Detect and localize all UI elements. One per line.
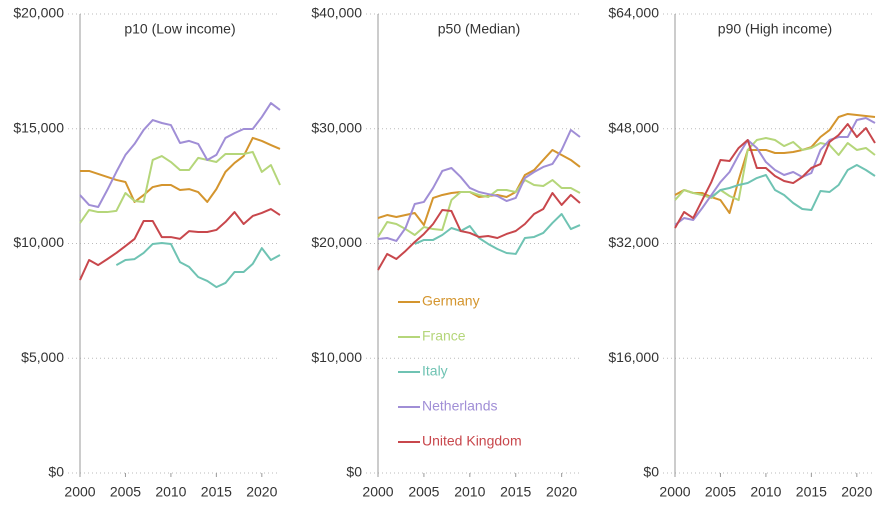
y-tick-label: $10,000 bbox=[311, 349, 362, 365]
y-tick-label: $48,000 bbox=[608, 119, 659, 135]
panel-title: p90 (High income) bbox=[718, 21, 832, 37]
series-line bbox=[377, 179, 581, 238]
x-tick-label: 2000 bbox=[659, 484, 690, 500]
series-line bbox=[674, 116, 876, 226]
legend-label: Germany bbox=[422, 293, 480, 309]
x-tick-label: 2000 bbox=[64, 484, 95, 500]
series-line bbox=[710, 164, 876, 212]
x-tick-label: 2020 bbox=[246, 484, 277, 500]
series-line bbox=[79, 102, 281, 209]
y-tick-label: $32,000 bbox=[608, 234, 659, 250]
series-line bbox=[377, 148, 581, 227]
panel-title: p50 (Median) bbox=[438, 21, 521, 37]
y-tick-label: $0 bbox=[643, 464, 659, 480]
y-tick-label: $30,000 bbox=[311, 119, 362, 135]
legend-label: France bbox=[422, 328, 466, 344]
x-tick-label: 2010 bbox=[155, 484, 186, 500]
series-line bbox=[674, 123, 876, 229]
y-tick-label: $0 bbox=[346, 464, 362, 480]
y-tick-label: $15,000 bbox=[13, 119, 64, 135]
panel-title: p10 (Low income) bbox=[124, 21, 235, 37]
y-tick-label: $20,000 bbox=[13, 5, 64, 21]
x-tick-label: 2020 bbox=[841, 484, 872, 500]
y-tick-label: $40,000 bbox=[311, 5, 362, 21]
y-tick-label: $20,000 bbox=[311, 234, 362, 250]
x-tick-label: 2015 bbox=[796, 484, 827, 500]
legend-label: Netherlands bbox=[422, 398, 498, 414]
legend-label: United Kingdom bbox=[422, 433, 522, 449]
x-tick-label: 2005 bbox=[408, 484, 439, 500]
series-line bbox=[115, 242, 281, 289]
y-tick-label: $16,000 bbox=[608, 349, 659, 365]
y-tick-label: $0 bbox=[48, 464, 64, 480]
series-line bbox=[79, 208, 281, 281]
x-tick-label: 2005 bbox=[705, 484, 736, 500]
y-tick-label: $64,000 bbox=[608, 5, 659, 21]
series-line bbox=[377, 129, 581, 242]
series-line bbox=[674, 112, 876, 215]
x-tick-label: 2000 bbox=[362, 484, 393, 500]
x-tick-label: 2015 bbox=[201, 484, 232, 500]
y-tick-label: $5,000 bbox=[21, 349, 64, 365]
series-line bbox=[377, 192, 581, 271]
x-tick-label: 2010 bbox=[454, 484, 485, 500]
x-tick-label: 2015 bbox=[500, 484, 531, 500]
x-tick-label: 2005 bbox=[110, 484, 141, 500]
series-line bbox=[79, 150, 281, 224]
x-tick-label: 2020 bbox=[546, 484, 577, 500]
y-tick-label: $10,000 bbox=[13, 234, 64, 250]
series-line bbox=[414, 213, 581, 255]
x-tick-label: 2010 bbox=[750, 484, 781, 500]
legend-label: Italy bbox=[422, 363, 448, 379]
series-line bbox=[674, 137, 876, 202]
